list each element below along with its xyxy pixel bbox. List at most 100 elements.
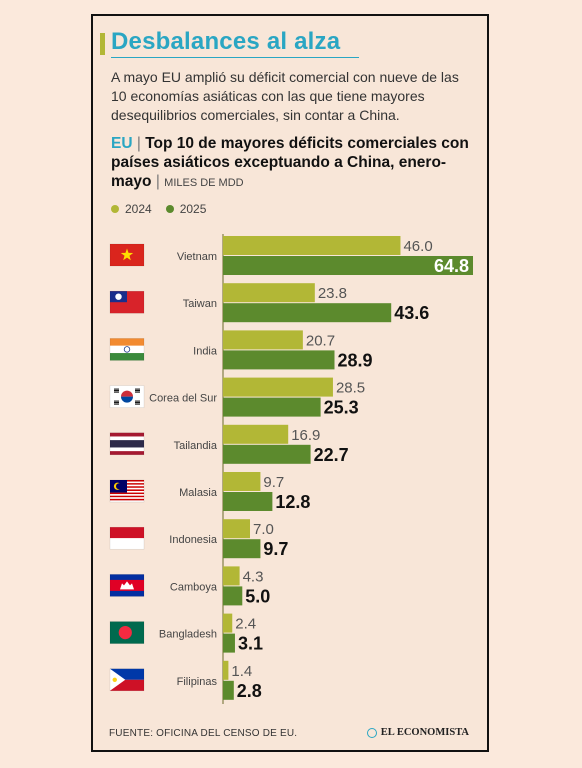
- title-underline: [111, 57, 359, 58]
- category-label: Taiwan: [183, 298, 217, 310]
- bar-2025: [223, 444, 311, 464]
- bar-2025: [223, 633, 235, 653]
- category-label: India: [193, 345, 218, 357]
- chart-legend: 2024 2025: [111, 202, 206, 216]
- brand-logo: EL ECONOMISTA: [366, 727, 469, 738]
- cambodia-flag-icon: [109, 574, 145, 597]
- chart-title-text: Top 10 de mayores déficits comerciales c…: [111, 135, 469, 190]
- flag-crescent-cut: [116, 483, 122, 490]
- flag-band-bottom: [110, 353, 144, 361]
- flag-blue-band: [110, 440, 144, 448]
- vietnam-flag-icon: [109, 243, 145, 267]
- category-label: Filipinas: [177, 676, 218, 688]
- flag-trigram-bar: [114, 403, 119, 405]
- chart-unit: MILES DE MDD: [164, 177, 244, 189]
- bar-2024: [223, 660, 229, 680]
- bar-2024: [223, 377, 333, 397]
- bar-2024: [223, 236, 401, 255]
- data-label-2025: 2.8: [237, 681, 262, 701]
- flag-trigram-bar: [135, 391, 140, 393]
- flag-taeguk-red: [121, 390, 133, 397]
- source-note: FUENTE: OFICINA DEL CENSO DE EU.: [109, 728, 298, 739]
- india-flag-icon: [109, 338, 145, 361]
- flag-band-top: [110, 527, 144, 539]
- malaysia-flag-icon: [109, 479, 145, 503]
- legend-label-2024: 2024: [125, 202, 152, 216]
- bar-chart: Vietnam46.064.8Taiwan23.843.6India20.728…: [109, 234, 473, 704]
- category-label: Corea del Sur: [149, 393, 217, 405]
- flag-trigram-bar: [135, 403, 140, 405]
- category-label: Tailandia: [174, 440, 218, 452]
- bar-2025: [223, 350, 335, 370]
- bar-2024: [223, 424, 289, 444]
- bar-2024: [223, 283, 315, 303]
- taiwan-flag-icon: [109, 290, 145, 314]
- philippines-flag-icon: [109, 668, 145, 692]
- category-label: Malasia: [179, 487, 218, 499]
- flag-trigram-bar: [114, 390, 119, 392]
- flag-star: [120, 248, 134, 261]
- bar-2025: [223, 303, 392, 323]
- flag-trigram-bar: [135, 390, 140, 392]
- data-label-2025: 9.7: [263, 539, 288, 559]
- chart-unit-separator: |: [155, 173, 160, 190]
- flag-band-bottom: [110, 538, 144, 550]
- flag-band-bottom: [110, 679, 144, 691]
- bar-2024: [223, 613, 233, 633]
- category-label: Bangladesh: [159, 629, 217, 641]
- data-label-2024: 23.8: [318, 285, 347, 302]
- chart-title-prefix: EU: [111, 135, 133, 152]
- data-label-2024: 20.7: [306, 332, 335, 349]
- page-title: Desbalances al alza: [111, 28, 341, 55]
- legend-item-2024: 2024: [111, 202, 152, 216]
- data-label-2025: 3.1: [238, 634, 263, 654]
- data-label-2025: 64.8: [434, 256, 469, 276]
- flag-trigram-bar: [114, 388, 119, 390]
- indonesia-flag-icon: [109, 526, 145, 550]
- data-label-2024: 4.3: [243, 568, 264, 585]
- flag-trigram-bar: [114, 402, 119, 404]
- flag-stripe: [110, 495, 144, 498]
- category-label: Indonesia: [169, 534, 218, 546]
- data-label-2024: 16.9: [291, 427, 320, 444]
- bar-2024: [223, 472, 261, 491]
- flag-stripe: [110, 494, 144, 496]
- subtitle: A mayo EU amplió su déficit comercial co…: [111, 69, 459, 123]
- title-accent-bar: [100, 33, 105, 55]
- data-label-2025: 25.3: [324, 398, 359, 418]
- bar-2024: [223, 330, 303, 350]
- flag-band-top: [110, 338, 144, 346]
- data-label-2025: 28.9: [337, 350, 372, 370]
- data-label-2024: 2.4: [235, 616, 256, 633]
- legend-dot-2025: [165, 205, 174, 213]
- flag-sun: [115, 293, 122, 300]
- flag-band-middle: [110, 345, 144, 354]
- data-label-2025: 12.8: [275, 492, 310, 512]
- brand-icon: [366, 727, 377, 738]
- flag-sun: [112, 677, 117, 682]
- flag-taeguk-blue: [121, 396, 133, 403]
- flag-stripe: [110, 500, 144, 502]
- flag-stripe: [110, 492, 144, 495]
- flag-disc: [118, 626, 132, 640]
- flag-trigram-bar: [114, 400, 119, 402]
- bar-2025: [223, 539, 261, 559]
- flag-trigram-bar: [135, 402, 140, 404]
- legend-label-2025: 2025: [179, 202, 207, 216]
- brand-name: EL ECONOMISTA: [380, 727, 469, 738]
- bar-2025: [223, 680, 234, 700]
- bar-2025: [223, 397, 321, 417]
- legend-dot-2024: [111, 205, 119, 213]
- bangladesh-flag-icon: [109, 621, 145, 644]
- data-label-2024: 28.5: [336, 380, 365, 397]
- bar-2025: [223, 492, 273, 511]
- category-label: Camboya: [170, 581, 218, 593]
- flag-trigram-bar: [135, 388, 140, 390]
- flag-stripe: [110, 498, 144, 501]
- flag-stripe: [110, 497, 144, 499]
- data-label-2025: 22.7: [314, 445, 349, 465]
- south-korea-flag-icon: [109, 385, 145, 408]
- data-label-2024: 7.0: [253, 521, 274, 538]
- data-label-2024: 46.0: [403, 238, 432, 255]
- flag-wheel: [123, 346, 131, 353]
